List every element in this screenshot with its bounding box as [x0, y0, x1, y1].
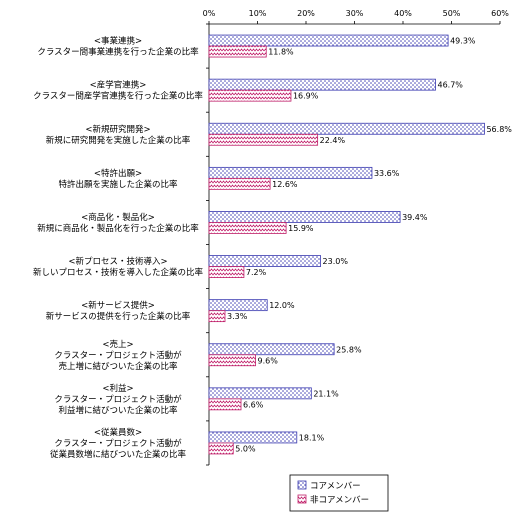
- x-tick-label: 30%: [346, 9, 364, 18]
- category-heading: <新規研究開発>: [85, 124, 150, 135]
- category-description: 新規に商品化・製品化を行った企業の比率: [37, 223, 199, 234]
- data-label: 18.1%: [299, 433, 325, 442]
- legend-label: コアメンバー: [310, 482, 361, 492]
- core-member-bar: [208, 255, 321, 267]
- data-label: 21.1%: [313, 389, 339, 398]
- category-heading: <利益>: [102, 383, 133, 394]
- data-label: 5.0%: [235, 444, 256, 453]
- x-tick-label: 60%: [491, 9, 509, 18]
- data-label: 39.4%: [402, 213, 428, 222]
- core-member-bar: [208, 387, 312, 400]
- category-heading: <新サービス提供>: [81, 300, 155, 311]
- category-heading: <事業連携>: [94, 36, 142, 47]
- category-description: 新しいプロセス・技術を導入した企業の比率: [33, 267, 204, 278]
- category-labels: <事業連携>クラスター間事業連携を行った企業の比率 <産学官連携>クラスター間産学…: [33, 36, 204, 460]
- data-label: 16.9%: [293, 92, 319, 101]
- data-label: 6.6%: [243, 400, 264, 409]
- x-tick-label: 20%: [297, 9, 315, 18]
- legend-box: [289, 474, 389, 512]
- category-label: <新プロセス・技術導入>新しいプロセス・技術を導入した企業の比率: [33, 256, 204, 278]
- bars: 49.3% 46.7% 56.8% 33.6% 39.4% 23.0% 12.0% 25.8%…: [208, 34, 512, 455]
- category-description: クラスター・プロジェクト活動が: [54, 394, 182, 405]
- non-core-member-bar: [208, 45, 267, 58]
- non-core-member-bar: [208, 133, 319, 146]
- legend-label: 非コアメンバー: [310, 495, 369, 506]
- legend-swatch: [297, 480, 307, 490]
- non-core-member-bar: [208, 442, 234, 455]
- data-label: 22.4%: [320, 136, 346, 145]
- core-member-bar: [208, 122, 485, 135]
- x-tick-label: 0%: [203, 9, 216, 18]
- data-label: 3.3%: [227, 312, 248, 321]
- category-description: クラスター・プロジェクト活動が: [54, 438, 182, 449]
- data-label: 7.2%: [246, 268, 267, 277]
- core-member-bar: [208, 166, 373, 179]
- core-member-bar: [208, 299, 268, 312]
- data-label: 15.9%: [288, 224, 314, 233]
- core-member-bar: [208, 343, 335, 356]
- non-core-member-bar: [208, 398, 242, 411]
- non-core-member-bar: [208, 310, 226, 323]
- category-label: <産学官連携>クラスター間産学官連携を行った企業の比率: [33, 80, 203, 102]
- core-member-bar: [208, 211, 401, 223]
- category-label: <商品化・製品化>新規に商品化・製品化を行った企業の比率: [37, 212, 199, 234]
- x-tick-label: 50%: [443, 9, 461, 18]
- x-tick-label: 10%: [249, 9, 267, 18]
- category-description: 新サービスの提供を行った企業の比率: [46, 311, 191, 322]
- category-label: <新サービス提供>新サービスの提供を行った企業の比率: [46, 300, 191, 322]
- data-label: 9.6%: [258, 356, 279, 365]
- data-label: 23.0%: [323, 257, 349, 266]
- non-core-member-bar: [208, 89, 292, 102]
- non-core-member-bar: [208, 222, 287, 234]
- core-member-bar: [208, 431, 298, 444]
- category-heading: <商品化・製品化>: [81, 212, 155, 223]
- category-heading: <産学官連携>: [90, 80, 147, 91]
- category-description: 利益増に結びついた企業の比率: [58, 405, 178, 416]
- data-label: 12.0%: [269, 301, 295, 310]
- category-heading: <特許出願>: [94, 168, 142, 179]
- data-label: 12.6%: [272, 180, 298, 189]
- category-description: クラスター・プロジェクト活動が: [54, 350, 182, 361]
- category-heading: <従業員数>: [94, 427, 142, 438]
- data-label: 33.6%: [374, 169, 400, 178]
- category-description: 特許出願を実施した企業の比率: [58, 179, 178, 190]
- data-label: 49.3%: [450, 37, 476, 46]
- legend-swatch: [297, 494, 307, 504]
- category-heading: <売上>: [102, 339, 133, 350]
- non-core-member-bar: [208, 177, 271, 190]
- category-heading: <新プロセス・技術導入>: [68, 256, 167, 267]
- x-tick-label: 40%: [394, 9, 412, 18]
- data-label: 46.7%: [437, 81, 463, 90]
- category-description: 従業員数増に結びついた企業の比率: [50, 449, 187, 460]
- category-label: <新規研究開発>新規に研究開発を実施した企業の比率: [46, 124, 191, 146]
- non-core-member-bar: [208, 266, 245, 278]
- data-label: 11.8%: [268, 48, 294, 57]
- category-description: 売上増に結びついた企業の比率: [58, 361, 178, 372]
- category-description: クラスター間事業連携を行った企業の比率: [37, 47, 199, 58]
- non-core-member-bar: [208, 354, 256, 367]
- core-member-bar: [208, 34, 449, 47]
- core-member-bar: [208, 78, 436, 91]
- category-label: <事業連携>クラスター間事業連携を行った企業の比率: [37, 36, 199, 58]
- data-label: 56.8%: [486, 125, 512, 134]
- data-label: 25.8%: [336, 345, 362, 354]
- category-description: クラスター間産学官連携を行った企業の比率: [33, 91, 203, 102]
- category-label: <特許出願>特許出願を実施した企業の比率: [58, 168, 178, 190]
- category-description: 新規に研究開発を実施した企業の比率: [46, 135, 191, 146]
